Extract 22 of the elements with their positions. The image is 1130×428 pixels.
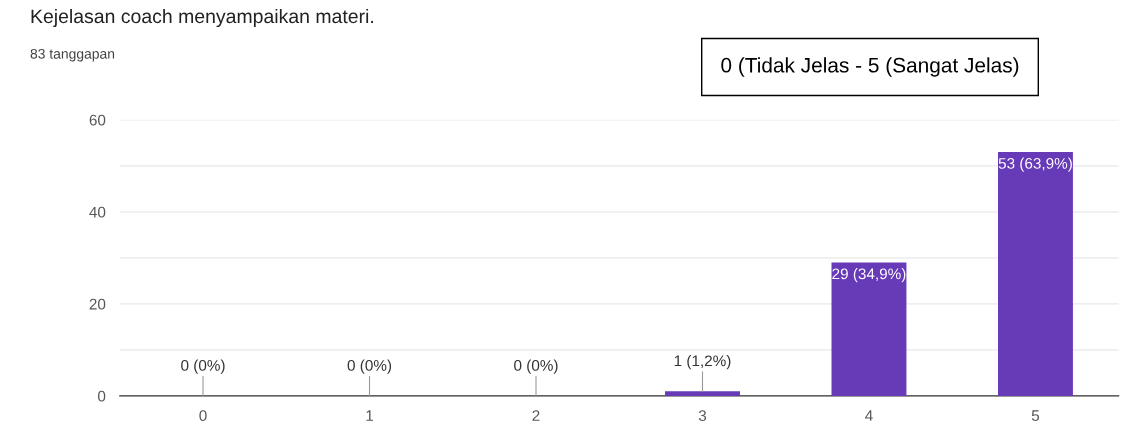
text: 0 (Tidak Jelas - 5 (Sangat Jelas): [721, 57, 1019, 77]
data-label: 0 (0%): [514, 359, 558, 374]
data-label: 0 (0%): [347, 359, 392, 374]
x-tick-label: 5: [1031, 410, 1040, 422]
x-tick-label: 1: [366, 410, 374, 421]
x-tick-label: 2: [532, 410, 540, 421]
bar: [665, 391, 740, 396]
data-label: 0 (0%): [181, 359, 225, 374]
y-tick-label: 40: [89, 206, 106, 218]
bar: [998, 152, 1073, 396]
chart-title: Kejelasan coach menyampaikan materi.: [31, 8, 373, 28]
y-tick-label: 0: [97, 390, 106, 402]
x-tick-label: 4: [865, 410, 873, 421]
data-label: 53 (63,9%): [998, 157, 1072, 172]
y-tick-label: 60: [89, 114, 106, 126]
y-tick-label: 20: [89, 298, 106, 310]
x-tick-label: 0: [199, 410, 207, 422]
x-tick-label: 3: [698, 410, 707, 422]
chart-subtitle: 83 tanggapan: [30, 48, 115, 62]
data-label: 1 (1,2%): [674, 354, 731, 370]
bar: [831, 262, 907, 396]
data-label: 29 (34,9%): [832, 267, 906, 283]
